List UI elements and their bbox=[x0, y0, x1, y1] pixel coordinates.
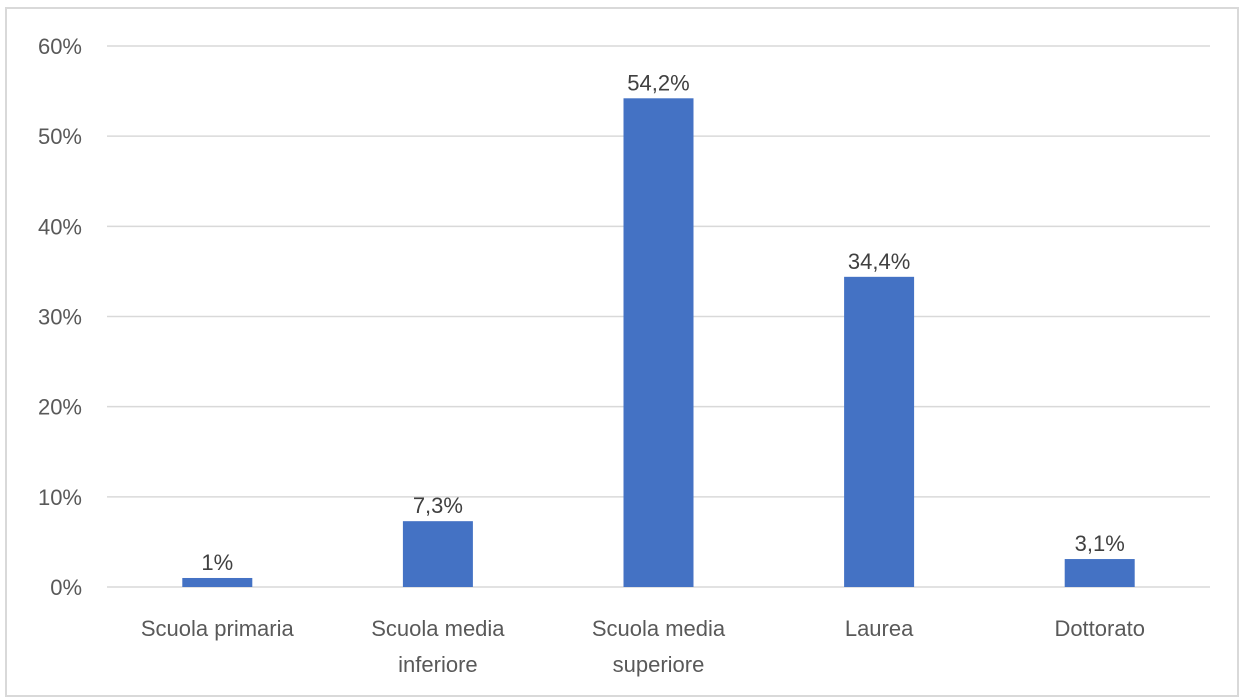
y-tick-label: 20% bbox=[38, 395, 82, 420]
y-tick-label: 0% bbox=[50, 575, 82, 600]
y-tick-label: 30% bbox=[38, 305, 82, 330]
bar bbox=[182, 577, 253, 587]
category-label-line: superiore bbox=[613, 652, 705, 677]
data-label: 1% bbox=[201, 550, 233, 575]
y-tick-label: 50% bbox=[38, 124, 82, 149]
category-label-line: Dottorato bbox=[1054, 616, 1145, 641]
category-label: Scuola primaria bbox=[141, 616, 295, 641]
category-label-line: Scuola media bbox=[371, 616, 505, 641]
bar bbox=[402, 521, 473, 587]
category-label-line: Scuola primaria bbox=[141, 616, 295, 641]
category-label: Laurea bbox=[845, 616, 914, 641]
bar bbox=[844, 276, 915, 587]
category-label: Dottorato bbox=[1054, 616, 1145, 641]
bar bbox=[623, 98, 694, 588]
y-tick-label: 40% bbox=[38, 214, 82, 239]
category-label-line: Scuola media bbox=[592, 616, 726, 641]
bar bbox=[1064, 559, 1135, 587]
data-label: 7,3% bbox=[413, 493, 463, 518]
data-label: 3,1% bbox=[1075, 531, 1125, 556]
data-label: 34,4% bbox=[848, 249, 910, 274]
category-label-line: inferiore bbox=[398, 652, 477, 677]
category-label-line: Laurea bbox=[845, 616, 914, 641]
y-tick-label: 10% bbox=[38, 485, 82, 510]
y-tick-label: 60% bbox=[38, 34, 82, 59]
category-label: Scuola media superiore bbox=[592, 616, 726, 677]
data-label: 54,2% bbox=[627, 70, 689, 95]
category-label: Scuola media inferiore bbox=[371, 616, 505, 677]
